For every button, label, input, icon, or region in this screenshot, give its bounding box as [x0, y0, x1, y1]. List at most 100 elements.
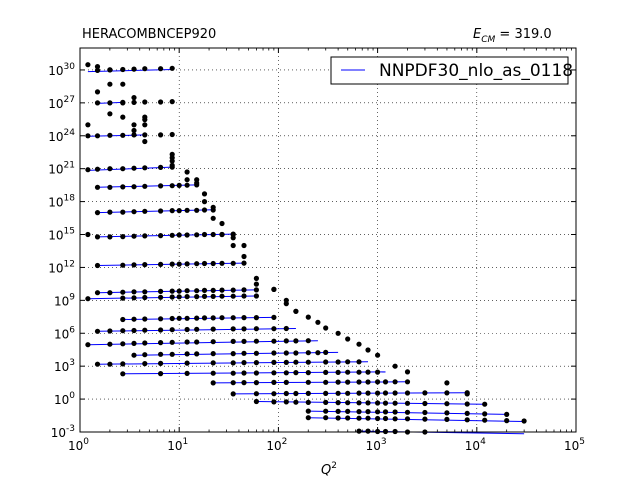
data-point — [345, 369, 351, 375]
data-point — [158, 294, 164, 300]
x-tick-label: 100 — [68, 437, 89, 453]
data-point — [219, 260, 225, 266]
data-point — [94, 234, 101, 240]
data-point — [293, 399, 299, 405]
ecm-subscript: CM — [481, 35, 495, 45]
data-point — [392, 409, 398, 415]
data-point — [201, 315, 208, 321]
data-point — [158, 288, 164, 294]
data-point — [482, 401, 488, 407]
data-point — [365, 379, 371, 385]
data-point — [131, 66, 137, 72]
data-point — [176, 294, 182, 300]
data-point — [94, 262, 101, 269]
data-point — [120, 209, 126, 215]
data-point — [120, 289, 126, 295]
data-point — [94, 133, 101, 139]
theory-curve — [97, 233, 234, 238]
data-point — [169, 327, 175, 333]
x-tick-label-exponent: 0 — [83, 437, 89, 447]
data-point — [293, 359, 299, 365]
data-point — [94, 328, 101, 334]
data-point — [293, 390, 299, 397]
data-points — [85, 62, 527, 435]
grid-lines — [80, 48, 576, 433]
data-point — [158, 327, 164, 333]
data-point — [253, 350, 259, 356]
x-tick-label-base: 10 — [68, 439, 83, 453]
legend-box — [330, 56, 569, 85]
data-point — [271, 338, 277, 344]
data-point — [131, 352, 137, 358]
data-point — [335, 359, 341, 365]
y-tick-label: 106 — [54, 325, 75, 341]
data-point — [253, 315, 259, 321]
data-point — [382, 409, 389, 415]
data-point — [323, 399, 329, 405]
y-tick-label: 1012 — [48, 259, 75, 275]
data-point — [94, 210, 101, 216]
data-point — [271, 359, 277, 365]
data-point — [382, 415, 389, 422]
data-point — [169, 158, 175, 164]
data-point — [464, 410, 470, 416]
data-point — [293, 338, 299, 344]
y-tick-label: 109 — [54, 292, 75, 308]
data-point — [271, 286, 277, 292]
data-point — [283, 338, 289, 344]
data-point — [131, 209, 137, 215]
data-point — [345, 408, 351, 414]
data-point — [131, 327, 137, 334]
data-point — [230, 391, 236, 397]
data-point — [335, 390, 341, 396]
data-point — [345, 336, 351, 342]
data-point — [283, 379, 289, 385]
data-point — [305, 379, 311, 385]
data-point — [184, 207, 190, 213]
data-point — [142, 66, 148, 72]
data-point — [283, 350, 289, 356]
data-point — [120, 166, 126, 172]
data-point — [169, 294, 175, 300]
x-tick-label-base: 10 — [564, 439, 579, 453]
data-point — [382, 390, 389, 396]
data-point — [169, 315, 175, 322]
x-axis-label-exponent: 2 — [331, 461, 337, 471]
data-point — [356, 409, 362, 415]
y-tick-label: 1021 — [48, 161, 75, 177]
data-point — [201, 293, 208, 299]
data-point — [315, 350, 321, 356]
data-point — [142, 352, 148, 358]
data-point — [158, 371, 164, 377]
data-point — [464, 401, 470, 407]
data-point — [375, 390, 381, 396]
data-point — [345, 400, 351, 406]
y-tick-label-exponent: 6 — [69, 325, 75, 335]
data-point — [293, 370, 299, 376]
data-point — [120, 66, 126, 73]
data-point — [210, 215, 216, 221]
data-point — [194, 294, 200, 300]
ecm-symbol: E — [473, 27, 482, 42]
data-point — [345, 415, 351, 421]
data-point — [444, 416, 450, 422]
data-point — [335, 400, 341, 406]
data-point — [253, 370, 259, 376]
x-tick-label: 105 — [564, 437, 585, 453]
x-tick-label-exponent: 4 — [480, 437, 486, 447]
data-point — [253, 338, 259, 344]
x-tick-label-base: 10 — [366, 439, 381, 453]
data-point — [142, 165, 148, 171]
data-point — [120, 361, 126, 367]
data-point — [241, 338, 247, 344]
data-point — [230, 315, 236, 321]
data-point — [85, 122, 91, 128]
data-point — [107, 100, 113, 106]
data-point — [356, 359, 362, 365]
data-point — [482, 417, 488, 423]
data-point — [94, 361, 101, 367]
data-point — [230, 360, 236, 366]
data-point — [253, 398, 259, 405]
x-tick-label-base: 10 — [266, 439, 281, 453]
y-tick-label: 1015 — [48, 227, 75, 243]
